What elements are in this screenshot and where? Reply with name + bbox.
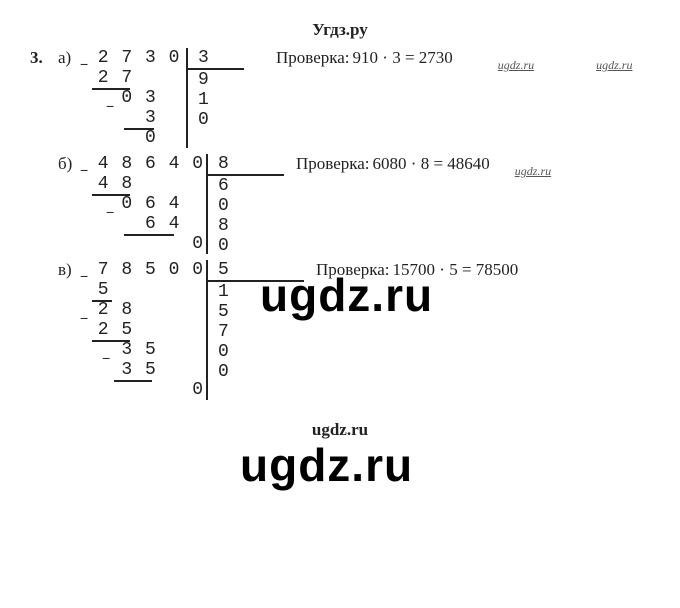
dividend: 7 8 5 0 0	[86, 260, 226, 280]
divisor: 5	[218, 260, 230, 280]
minus-icon: −	[80, 162, 89, 182]
step: 0	[86, 128, 206, 148]
long-division-a: − 2 7 3 0 2 7 − 0 3 3 0 3 9 1 0	[86, 48, 206, 148]
check-label: Проверка:	[296, 154, 370, 174]
hrule	[92, 340, 130, 342]
problem-b-row: б) − 4 8 6 4 0 4 8 − 0 6 4 6 4 0 8 6 0 8…	[30, 154, 650, 254]
hrule	[92, 300, 112, 302]
check-label: Проверка:	[276, 48, 350, 68]
minus-icon: −	[80, 56, 89, 76]
inline-url: ugdz.ru	[596, 58, 632, 73]
step: 4 8	[86, 174, 226, 194]
minus-icon: −	[106, 204, 115, 224]
step: 0 3	[86, 88, 206, 108]
division-vbar	[186, 48, 188, 148]
minus-icon: −	[80, 268, 89, 288]
header-url: Угдз.ру	[30, 20, 650, 40]
check-b: Проверка: 6080 · 8 = 48640	[296, 154, 490, 174]
hrule	[114, 380, 152, 382]
inline-url: ugdz.ru	[498, 58, 534, 73]
dividend: 2 7 3 0	[86, 48, 206, 68]
hrule	[124, 128, 154, 130]
watermark: ugdz.ru	[240, 438, 413, 492]
minus-icon: −	[102, 350, 111, 370]
long-division-c: − 7 8 5 0 0 5 − 2 8 2 5 − 3 5 3 5 0 5 1 …	[86, 260, 226, 400]
check-expr: 15700 · 5 = 78500	[393, 260, 519, 280]
problem-c-row: в) − 7 8 5 0 0 5 − 2 8 2 5 − 3 5 3 5 0 5…	[30, 260, 650, 400]
hrule	[92, 88, 130, 90]
problem-a-row: 3. а) − 2 7 3 0 2 7 − 0 3 3 0 3 9 1 0 Пр…	[30, 48, 650, 148]
minus-icon: −	[80, 310, 89, 330]
long-division-b: − 4 8 6 4 0 4 8 − 0 6 4 6 4 0 8 6 0 8 0	[86, 154, 226, 254]
hrule	[124, 234, 174, 236]
step: 5	[86, 280, 226, 300]
minus-icon: −	[106, 98, 115, 118]
dividend: 4 8 6 4 0	[86, 154, 226, 174]
division-vbar	[206, 154, 208, 254]
step: 0	[86, 380, 226, 400]
step: 0	[86, 234, 226, 254]
step: 2 5	[86, 320, 226, 340]
division-hrule	[186, 68, 244, 70]
inline-url: ugdz.ru	[515, 164, 551, 179]
step: 3	[86, 108, 206, 128]
hrule	[92, 194, 130, 196]
step: 2 8	[86, 300, 226, 320]
check-expr: 6080 · 8 = 48640	[373, 154, 490, 174]
check-expr: 910 · 3 = 2730	[353, 48, 453, 68]
step: 2 7	[86, 68, 206, 88]
check-label: Проверка:	[316, 260, 390, 280]
quotient: 9 1 0	[198, 70, 210, 130]
footer-url: ugdz.ru	[30, 420, 650, 440]
divisor: 3	[198, 48, 210, 68]
problem-number: 3.	[30, 48, 58, 68]
check-c: Проверка: 15700 · 5 = 78500	[316, 260, 518, 280]
divisor: 8	[218, 154, 230, 174]
quotient: 6 0 8 0	[218, 176, 230, 256]
quotient: 1 5 7 0 0	[218, 282, 230, 382]
check-a: Проверка: 910 · 3 = 2730	[276, 48, 453, 68]
